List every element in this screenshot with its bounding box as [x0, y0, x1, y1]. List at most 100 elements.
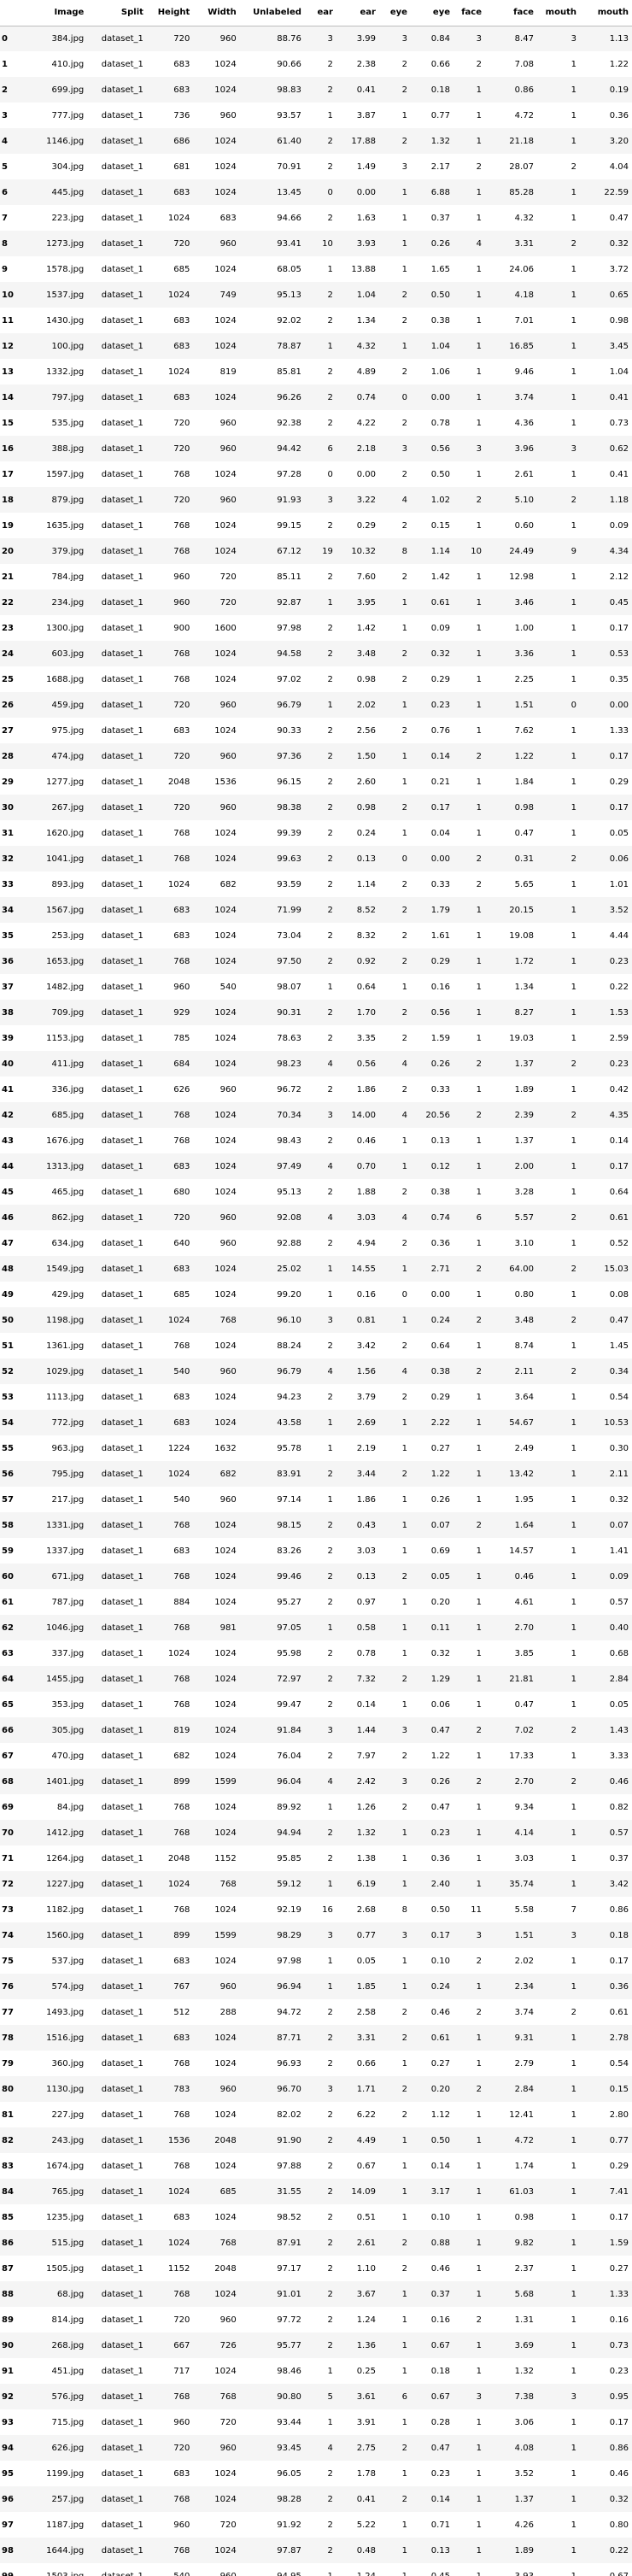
table-cell: 97.17: [277, 2263, 301, 2274]
table-cell: dataset_1: [101, 1033, 143, 1043]
table-row: 86 515.jpg dataset_1 1024 768 87.91 2 2.61 2 0.88…: [0, 2230, 632, 2256]
table-cell: 1024: [167, 2186, 190, 2197]
table-cell: 1.34: [514, 982, 534, 992]
table-cell: 83.26: [277, 1546, 301, 1556]
table-cell: 1: [571, 136, 576, 146]
table-cell: 1: [327, 1417, 333, 1428]
row-index: 90: [2, 2340, 14, 2350]
table-cell: 960: [219, 1084, 237, 1094]
table-cell: 2: [571, 1366, 576, 1376]
table-cell: 0.32: [609, 1494, 629, 1505]
table-cell: 765.jpg: [51, 2186, 85, 2197]
table-cell: 2: [327, 2340, 333, 2350]
table-row: 32 1041.jpg dataset_1 768 1024 99.63 2 0.13 0 0.0…: [0, 846, 632, 871]
row-index: 74: [2, 1930, 14, 1940]
table-cell: 268.jpg: [51, 2340, 85, 2350]
table-cell: dataset_1: [101, 1699, 143, 1710]
table-row: 66 305.jpg dataset_1 819 1024 91.84 3 1.44 3 0.47…: [0, 1717, 632, 1743]
table-cell: 1: [571, 2571, 576, 2576]
table-cell: 1: [571, 802, 576, 813]
table-cell: 1600: [214, 623, 237, 633]
table-cell: 1024: [214, 674, 237, 684]
table-cell: dataset_1: [101, 2135, 143, 2145]
table-cell: 4.34: [609, 546, 629, 556]
table-cell: 1361.jpg: [46, 1341, 85, 1351]
table-cell: 1: [571, 85, 576, 95]
table-cell: 1: [476, 2417, 482, 2427]
table-row: 13 1332.jpg dataset_1 1024 819 85.81 2 4.89 2 1.0…: [0, 359, 632, 384]
table-cell: 0.47: [609, 1315, 629, 1325]
table-cell: 6: [476, 1212, 482, 1223]
table-cell: 2.79: [514, 2058, 534, 2068]
table-cell: 9.31: [514, 2033, 534, 2043]
table-row: 94 626.jpg dataset_1 720 960 93.45 4 2.75 2 0.47 1…: [0, 2435, 632, 2461]
table-cell: 0.04: [430, 828, 450, 838]
table-cell: 768: [173, 1622, 190, 1633]
table-cell: 1024: [214, 1110, 237, 1120]
table-cell: 1: [571, 572, 576, 582]
table-cell: 1.14: [356, 879, 376, 889]
row-index: 25: [2, 674, 14, 684]
table-cell: 1: [476, 1238, 482, 1248]
table-cell: 0.47: [609, 213, 629, 223]
table-cell: 0.29: [356, 520, 376, 531]
table-cell: 87.91: [277, 2238, 301, 2248]
table-cell: 2: [327, 2520, 333, 2530]
table-cell: 1: [571, 1648, 576, 1658]
row-index: 89: [2, 2315, 14, 2325]
table-cell: 90.31: [277, 1007, 301, 1018]
table-cell: 1: [401, 2468, 407, 2479]
table-cell: 16.85: [509, 341, 534, 351]
table-cell: 388.jpg: [51, 443, 85, 454]
table-cell: 683: [173, 187, 190, 197]
table-cell: 540: [173, 1494, 190, 1505]
table-cell: 85.28: [509, 187, 534, 197]
table-cell: 1: [571, 2289, 576, 2299]
table-cell: 0.38: [430, 1187, 450, 1197]
table-cell: 10.53: [604, 1417, 629, 1428]
table-cell: 1.86: [356, 1084, 376, 1094]
table-row: 65 353.jpg dataset_1 768 1024 99.47 2 0.14 1 0.06…: [0, 1692, 632, 1717]
table-cell: 2: [401, 59, 407, 69]
table-cell: 0.34: [609, 1366, 629, 1376]
table-cell: 1: [476, 1135, 482, 1146]
table-cell: 1337.jpg: [46, 1546, 85, 1556]
table-cell: 0.17: [609, 2417, 629, 2427]
table-cell: 1: [401, 2161, 407, 2171]
table-cell: 1: [571, 2340, 576, 2350]
table-cell: 1.31: [514, 2315, 534, 2325]
table-cell: 2: [401, 879, 407, 889]
row-index: 67: [2, 1751, 14, 1761]
table-cell: 4.32: [356, 341, 376, 351]
table-cell: 1.51: [514, 1930, 534, 1940]
table-cell: 3: [401, 1930, 407, 1940]
table-cell: 1: [571, 59, 576, 69]
table-cell: 683: [173, 1264, 190, 1274]
table-cell: 1: [571, 2135, 576, 2145]
table-cell: 720: [219, 2520, 237, 2530]
table-cell: 1: [476, 828, 482, 838]
table-cell: 0.54: [609, 2058, 629, 2068]
table-cell: 3: [401, 1725, 407, 1735]
table-row: 99 1503.jpg dataset_1 540 960 94.95 1 1.24 1 0.45…: [0, 2563, 632, 2576]
table-cell: 0.98: [514, 2212, 534, 2222]
table-cell: 683: [173, 341, 190, 351]
table-cell: 720: [219, 572, 237, 582]
table-cell: 768: [219, 2391, 237, 2402]
table-cell: 0.67: [356, 2161, 376, 2171]
row-index: 76: [2, 1981, 14, 1992]
table-cell: 0.92: [356, 956, 376, 966]
table-cell: 1024: [214, 161, 237, 172]
table-cell: 1: [401, 1622, 407, 1633]
table-cell: 0.82: [609, 1802, 629, 1812]
table-cell: 1024: [214, 85, 237, 95]
table-cell: 0.05: [609, 1699, 629, 1710]
row-index: 21: [2, 572, 14, 582]
table-cell: 777.jpg: [51, 110, 85, 120]
table-cell: 1: [476, 2058, 482, 2068]
table-cell: 1.74: [514, 2161, 534, 2171]
table-cell: dataset_1: [101, 1007, 143, 1018]
table-cell: 0.09: [609, 1571, 629, 1581]
table-cell: 0.07: [609, 1520, 629, 1530]
table-cell: 25.02: [277, 1264, 301, 1274]
